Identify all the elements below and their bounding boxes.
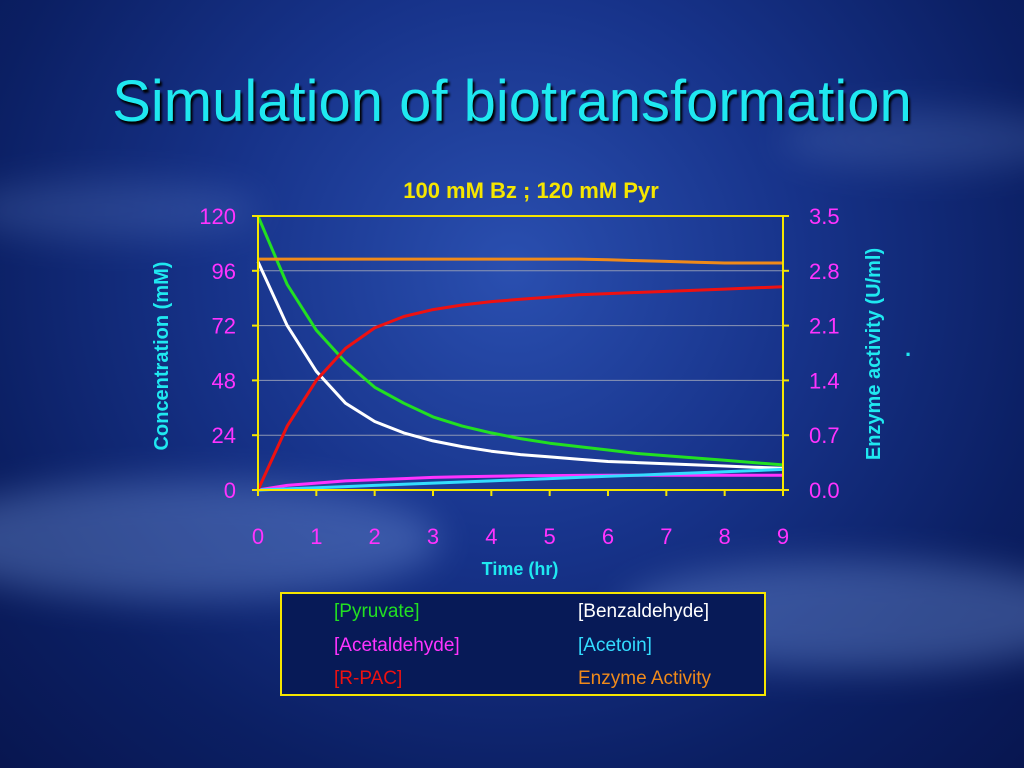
y-tick-label: 96 — [212, 259, 236, 284]
legend-item-enzyme-activity: Enzyme Activity — [578, 668, 712, 689]
y-axis-title: Concentration (mM) — [151, 262, 173, 451]
chart-grid — [258, 270, 783, 436]
cloud-decoration — [0, 180, 260, 240]
y-tick-label: 120 — [199, 204, 236, 229]
legend-item-acetaldehyde: [Acetaldehyde] — [334, 635, 460, 656]
x-tick-label: 2 — [369, 524, 381, 549]
series-line-benzaldehyde — [256, 261, 784, 470]
y2-tick-label: 0.7 — [809, 423, 840, 448]
x-tick-label: 5 — [544, 524, 556, 549]
y2-axis-title: Enzyme activity (U/ml) — [863, 248, 885, 460]
series-line-acetaldehyde — [257, 473, 783, 492]
chart-legend: [Pyruvate] [Benzaldehyde] [Acetaldehyde]… — [280, 592, 766, 696]
x-tick-label: 0 — [252, 524, 264, 549]
y2-tick-label: 2.1 — [809, 314, 840, 339]
slide-title: Simulation of biotransformation — [112, 69, 912, 134]
series-line-pyruvate — [256, 215, 784, 467]
x-tick-label: 1 — [310, 524, 322, 549]
x-tick-label: 9 — [777, 524, 789, 549]
series-line-r-pac — [256, 285, 784, 491]
y-tick-label: 48 — [212, 368, 236, 393]
y-tick-label: 24 — [212, 423, 236, 448]
series-line-acetoin — [257, 467, 784, 492]
y2-tick-label: 3.5 — [809, 204, 840, 229]
tick-labels: 0 24 48 72 96 120 0.0 0.7 1.4 2.1 2.8 3.5 0 1 2 3 4 5 6 7 8 9 — [199, 204, 839, 549]
cloud-decoration — [0, 480, 440, 600]
x-tick-label: 8 — [719, 524, 731, 549]
legend-item-acetoin: [Acetoin] — [578, 635, 652, 656]
legend-item-benzaldehyde: [Benzaldehyde] — [578, 601, 709, 622]
y2-tick-label: 1.4 — [809, 368, 840, 393]
legend-item-pyruvate: [Pyruvate] — [334, 601, 420, 622]
x-tick-label: 3 — [427, 524, 439, 549]
plot-area-frame — [257, 215, 784, 491]
legend-item-r-pac: [R-PAC] — [334, 668, 403, 689]
annotation-dot: . — [905, 336, 911, 361]
axis-ticks — [252, 215, 789, 496]
y2-tick-label: 2.8 — [809, 259, 840, 284]
x-axis-title: Time (hr) — [482, 559, 559, 579]
chart-title: 100 mM Bz ; 120 mM Pyr — [403, 178, 659, 203]
y2-tick-label: 0.0 — [809, 478, 840, 503]
x-tick-label: 4 — [485, 524, 497, 549]
cloud-decoration — [780, 110, 1024, 170]
x-tick-label: 7 — [660, 524, 672, 549]
series-line-enzyme-activity — [258, 257, 783, 265]
x-tick-label: 6 — [602, 524, 614, 549]
y-tick-label: 72 — [212, 314, 236, 339]
series-layer — [256, 215, 784, 492]
y-tick-label: 0 — [224, 478, 236, 503]
